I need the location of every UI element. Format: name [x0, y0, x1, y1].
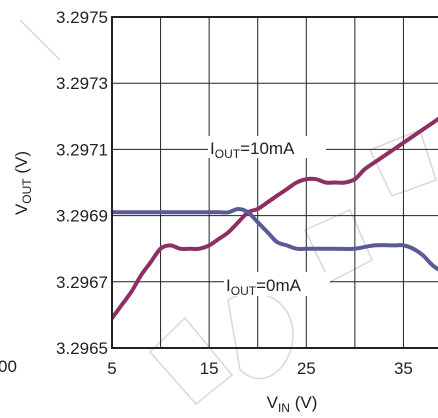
y-tick-label: 3.2971	[56, 140, 108, 159]
x-axis-label: VIN (V)	[267, 393, 318, 415]
annotation-10ma-sub: OUT	[215, 147, 241, 161]
annotation-0ma-main: I	[226, 276, 231, 295]
x-axis-label-unit: (V)	[290, 393, 317, 412]
series-line-iout-0ma	[112, 207, 438, 272]
y-tick-label: 3.2967	[56, 273, 108, 292]
series-layer	[112, 116, 438, 321]
annotation-0ma-rest: =0mA	[256, 276, 302, 295]
annotation-10ma-rest: =10mA	[240, 139, 295, 158]
x-tick-label: 5	[107, 359, 116, 378]
x-tick-label: 35	[394, 359, 413, 378]
annotation-iout-10ma: IOUT=10mA	[208, 136, 326, 161]
x-tick-label: 15	[200, 359, 219, 378]
plot-frame	[111, 16, 438, 349]
svg-text:IOUT=10mA: IOUT=10mA	[210, 139, 295, 161]
y-tick-label: 3.2965	[56, 339, 108, 358]
x-tick-label: 25	[297, 359, 316, 378]
y-tick-labels: 3.2965 3.2967 3.2969 3.2971 3.2973 3.2975	[56, 8, 108, 358]
x-axis-label-main: V	[267, 393, 279, 412]
annotation-iout-0ma: IOUT=0mA	[224, 272, 330, 298]
y-tick-label: 3.2975	[56, 8, 108, 27]
y-tick-label: 3.2973	[56, 74, 108, 93]
left-edge-text: 00	[0, 357, 17, 376]
series-line-iout-10ma	[112, 116, 438, 321]
x-tick-labels: 5 15 25 35	[107, 359, 413, 378]
annotation-0ma-sub: OUT	[231, 284, 257, 298]
annotation-10ma-main: I	[210, 139, 215, 158]
y-axis-label: VOUT (V)	[12, 151, 34, 215]
y-tick-label: 3.2969	[56, 207, 108, 226]
x-axis-label-sub: IN	[278, 401, 290, 415]
y-axis-label-main: V	[12, 203, 31, 215]
grid	[112, 17, 438, 348]
y-axis-label-sub: OUT	[20, 178, 34, 204]
svg-text:IOUT=0mA: IOUT=0mA	[226, 276, 302, 298]
y-axis-label-unit: (V)	[12, 151, 31, 178]
